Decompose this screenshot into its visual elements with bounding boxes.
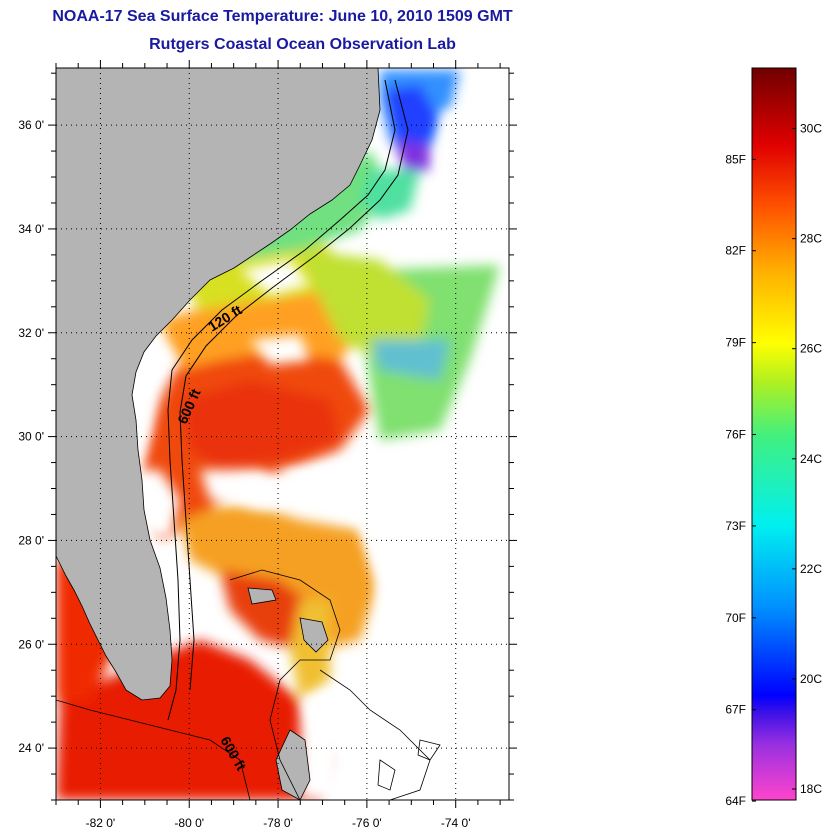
colorbar-f-label: 67F (725, 703, 746, 717)
colorbar-f-label: 73F (725, 519, 746, 533)
contour-120ft (167, 79, 396, 721)
temperature-colorbar (751, 67, 797, 801)
colorbar-c-label: 30C (800, 122, 822, 136)
colorbar-f-label: 64F (725, 794, 746, 808)
lon-tick-label: -80 0' (174, 816, 204, 830)
colorbar-f-label: 70F (725, 611, 746, 625)
lon-tick-label: -82 0' (86, 816, 116, 830)
contour-bahamas (229, 569, 341, 800)
contour-florida-bay (56, 699, 251, 800)
lon-tick-label: -78 0' (263, 816, 293, 830)
plot-frame (55, 67, 510, 801)
lon-tick-label: -76 0' (352, 816, 382, 830)
colorbar-c-label: 22C (800, 562, 822, 576)
lon-tick-label: -74 0' (441, 816, 471, 830)
island (275, 729, 311, 800)
land-mass (56, 68, 381, 701)
colorbar-c-label: 28C (800, 232, 822, 246)
island (299, 617, 329, 653)
colorbar-f-label: 85F (725, 152, 746, 166)
map-title: NOAA-17 Sea Surface Temperature: June 10… (52, 8, 513, 25)
contour-bahamas (319, 669, 431, 800)
lat-tick-label: 28 0' (18, 533, 44, 547)
colorbar-f-label: 79F (725, 336, 746, 350)
colorbar-c-label: 26C (800, 342, 822, 356)
colorbar-c-label: 24C (800, 452, 822, 466)
island (247, 587, 277, 605)
lat-tick-label: 26 0' (18, 637, 44, 651)
island (377, 759, 396, 791)
lat-tick-label: 32 0' (18, 326, 44, 340)
sst-field (56, 68, 509, 800)
colorbar-f-label: 76F (725, 428, 746, 442)
colorbar-labels: 64F 67F 70F 73F 76F 79F 82F 85F 18C 20C 22C 24C 26C 2… (725, 122, 822, 809)
graticule (56, 68, 509, 800)
colorbar-c-label: 18C (800, 782, 822, 796)
colorbar-f-label: 82F (725, 244, 746, 258)
lat-tick-label: 30 0' (18, 430, 44, 444)
lat-tick-label: 34 0' (18, 222, 44, 236)
lat-tick-label: 24 0' (18, 741, 44, 755)
colorbar-c-label: 20C (800, 672, 822, 686)
map-subtitle: Rutgers Coastal Ocean Observation Lab (149, 36, 456, 53)
lat-tick-label: 36 0' (18, 118, 44, 132)
axis-ticks: -82 0' -80 0' -78 0' -76 0' -74 0' 24 0' 26 0'… (18, 60, 517, 830)
contour-600ft (179, 79, 409, 691)
